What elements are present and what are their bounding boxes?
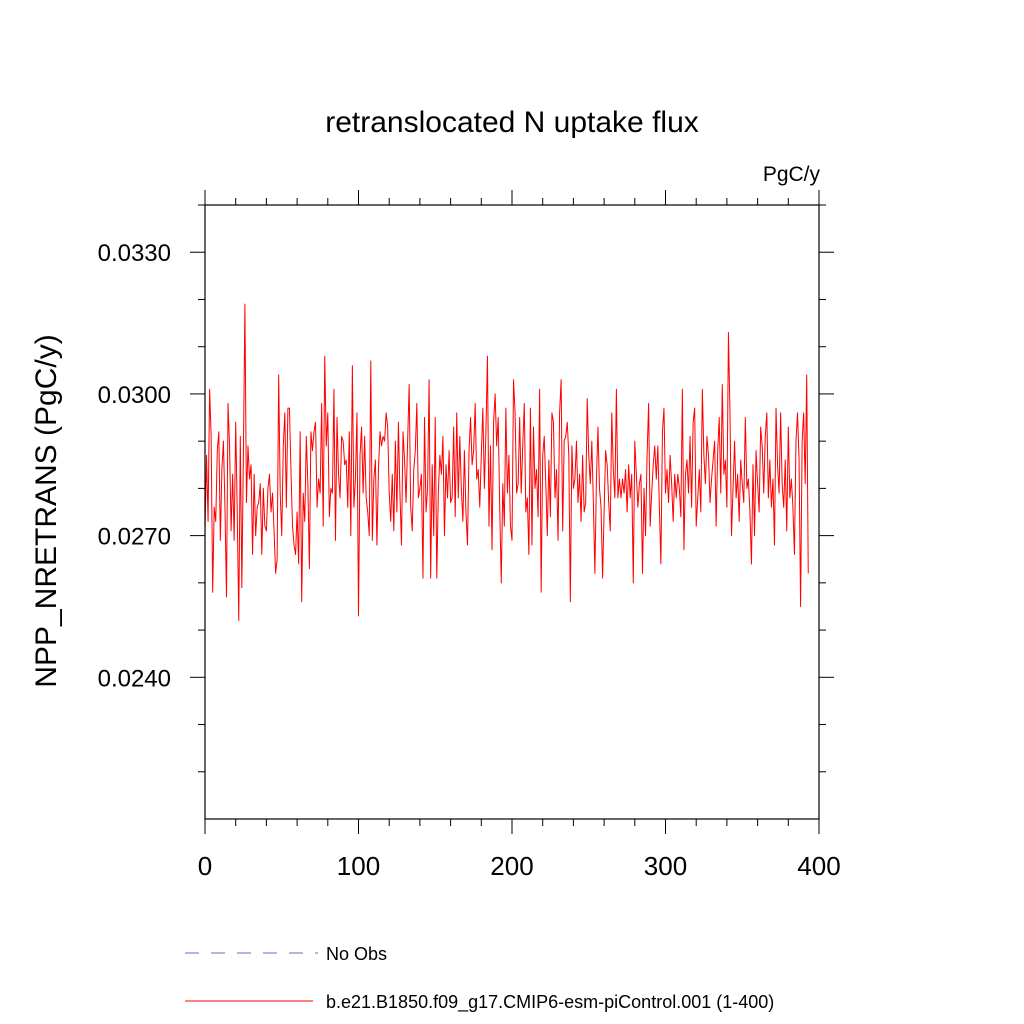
units-label: PgC/y	[763, 163, 821, 186]
x-tick-label: 200	[490, 851, 533, 881]
series-line-1	[204, 303, 809, 622]
y-tick-label: 0.0240	[98, 665, 171, 692]
y-axis-label: NPP_NRETRANS (PgC/y)	[30, 334, 63, 687]
x-tick-label: 0	[198, 851, 212, 881]
x-tick-label: 300	[644, 851, 687, 881]
legend-label-no-obs: No Obs	[326, 944, 387, 964]
plot-frame	[204, 204, 820, 820]
chart-title: retranslocated N uptake flux	[325, 106, 699, 139]
axis-tick-labels: 0 100 200 300 400 0.0240 0.0270 0.0300 0.0330	[98, 240, 841, 881]
y-tick-label: 0.0330	[98, 240, 171, 267]
legend-label-model: b.e21.B1850.f09_g17.CMIP6-esm-piControl.…	[326, 992, 774, 1013]
series-layer	[204, 303, 809, 622]
x-tick-label: 100	[337, 851, 380, 881]
y-tick-label: 0.0270	[98, 524, 171, 551]
y-tick-label: 0.0300	[98, 382, 171, 409]
x-tick-label: 400	[797, 851, 840, 881]
axis-ticks	[190, 190, 834, 834]
legend: No Obs b.e21.B1850.f09_g17.CMIP6-esm-piC…	[185, 944, 774, 1013]
